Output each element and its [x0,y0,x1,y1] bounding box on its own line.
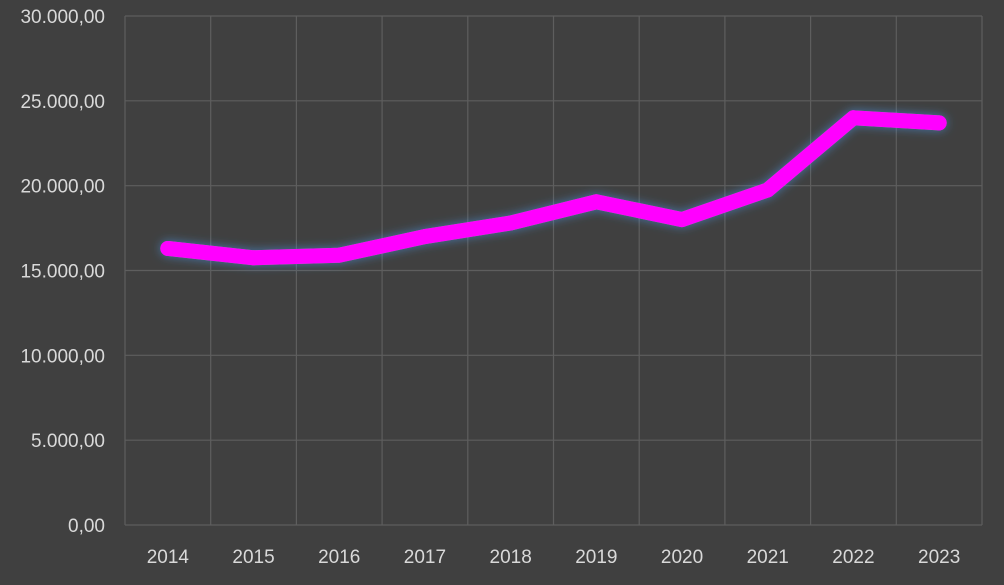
data-point [845,110,861,126]
x-tick-label: 2015 [232,547,274,568]
x-tick-label: 2016 [318,547,360,568]
x-tick-label: 2018 [490,547,532,568]
x-tick-label: 2023 [918,547,960,568]
series-line [160,110,947,266]
x-tick-label: 2017 [404,547,446,568]
x-tick-label: 2022 [832,547,874,568]
grid-lines [124,15,983,526]
x-tick-label: 2021 [747,547,789,568]
y-tick-label: 30.000,00 [20,7,105,28]
y-axis-tick-labels: 0,00 5.000,00 10.000,00 15.000,00 20.000,00 2… [20,7,105,537]
x-tick-label: 2014 [147,547,190,568]
y-tick-label: 5.000,00 [31,431,105,452]
data-point [246,250,262,266]
x-axis-tick-labels: 2014 2015 2016 2017 2018 2019 2020 2021 2022 2023 [147,547,961,568]
data-point [588,194,604,210]
data-point [503,215,519,231]
x-tick-label: 2019 [575,547,617,568]
y-tick-label: 25.000,00 [20,92,105,113]
data-point [160,240,176,256]
data-point [760,182,776,198]
data-point [331,247,347,263]
x-tick-label: 2020 [661,547,703,568]
y-tick-label: 10.000,00 [20,346,105,367]
y-tick-label: 20.000,00 [20,177,105,198]
data-point [417,229,433,245]
series-layer [160,110,947,266]
y-tick-label: 0,00 [68,516,105,537]
data-point [931,115,947,131]
data-point [674,212,690,228]
y-tick-label: 15.000,00 [20,262,105,283]
